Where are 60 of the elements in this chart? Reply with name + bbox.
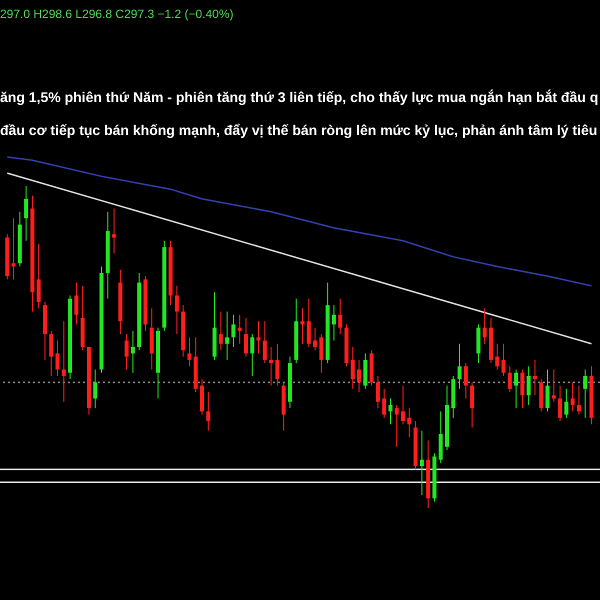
candlestick <box>508 366 512 393</box>
candlestick <box>269 346 274 386</box>
candlestick <box>532 359 537 396</box>
candlestick <box>187 336 192 367</box>
candlestick <box>244 318 248 358</box>
candlestick <box>338 298 342 335</box>
candlestick <box>401 385 406 425</box>
candlestick <box>514 369 518 409</box>
text: ăng 1,5% phiên thứ Năm - phiên tăng thứ 3 liên tiếp, cho thấy lực mua ngắn hạn bắt đầu q <box>0 89 598 105</box>
candlestick <box>124 334 129 370</box>
candlestick <box>576 385 581 416</box>
candlestick <box>62 320 66 402</box>
candlestick <box>482 308 487 344</box>
candlestick <box>526 366 531 406</box>
text: đầu cơ tiếp tục bán khống mạnh, đẩy vị thế bán ròng lên mức kỷ lục, phản ánh tâm lý tiêu <box>0 122 598 138</box>
candlestick <box>112 208 116 254</box>
candlestick <box>49 330 54 376</box>
candlestick <box>558 385 562 422</box>
candlestick <box>319 334 324 374</box>
candlestick <box>470 382 474 428</box>
candlestick <box>238 314 242 344</box>
candlestick <box>458 343 462 390</box>
candlestick <box>250 334 254 376</box>
candlestick <box>218 311 223 351</box>
candlestick <box>231 314 236 348</box>
candlestick <box>206 392 210 432</box>
candlestick <box>12 218 16 280</box>
candlestick <box>357 359 362 393</box>
candlestick <box>394 404 399 448</box>
candlestick <box>332 304 336 342</box>
candlestick <box>306 298 311 348</box>
candlestick <box>313 327 318 351</box>
candlestick <box>552 369 556 402</box>
candlestick <box>376 375 380 409</box>
candlestick <box>300 308 305 344</box>
candlestick <box>74 282 78 325</box>
candlestick <box>407 408 412 438</box>
candlestick <box>225 311 230 360</box>
candlestick <box>56 340 60 376</box>
candlestick <box>502 343 506 376</box>
candlestick <box>350 346 355 390</box>
candlestick <box>583 369 588 418</box>
candlestick <box>420 430 424 496</box>
text: 297.0 H298.6 L296.8 C297.3 −1.2 (−0.40%) <box>0 7 234 21</box>
candlestick <box>464 362 468 400</box>
candlestick <box>93 369 98 409</box>
candlestick <box>564 388 568 418</box>
candlestick <box>174 285 179 335</box>
candlestick <box>36 243 41 309</box>
candlestick <box>275 343 280 386</box>
candlestick <box>520 369 524 409</box>
candlestick <box>262 320 267 364</box>
candlestick <box>388 398 392 425</box>
candlestick <box>495 343 500 370</box>
candlestick <box>546 369 550 412</box>
candlestick <box>130 330 135 374</box>
candlestick <box>570 382 575 412</box>
candlestick <box>24 185 28 242</box>
candlestick <box>256 320 261 354</box>
candlestick <box>382 388 386 418</box>
